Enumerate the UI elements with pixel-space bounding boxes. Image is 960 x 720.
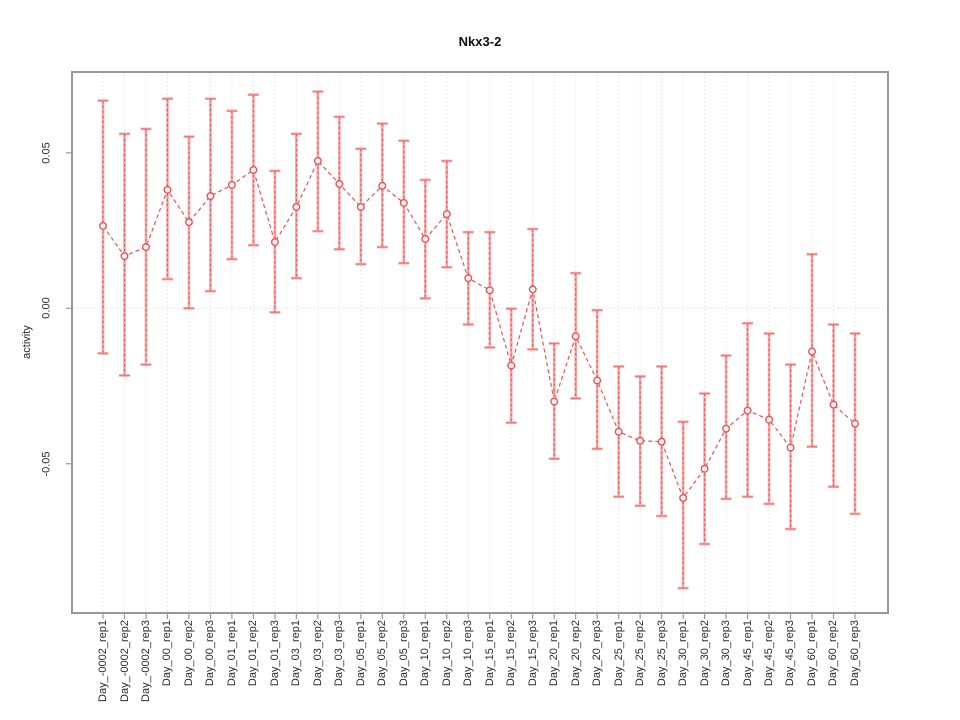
- x-tick-label: Day_01_rep1: [225, 620, 238, 687]
- x-tick-label: Day_30_rep1: [677, 620, 690, 687]
- x-tick-label: Day_45_rep1: [741, 620, 754, 687]
- data-point-marker: [593, 376, 602, 385]
- x-tick-label: Day_25_rep1: [612, 620, 625, 687]
- x-tick-label: Day_20_rep2: [569, 620, 582, 687]
- data-point-marker: [249, 165, 258, 174]
- x-tick-label: Day_45_rep3: [784, 620, 797, 687]
- x-tick-label: Day_05_rep1: [354, 620, 367, 687]
- y-axis-label: activity: [21, 325, 33, 359]
- data-point-marker: [313, 156, 322, 165]
- data-point-marker: [399, 198, 408, 207]
- data-point-marker: [743, 406, 752, 415]
- data-point-marker: [851, 419, 860, 428]
- y-tick-label: 0.05: [40, 142, 53, 164]
- x-tick-label: Day_05_rep3: [397, 620, 410, 687]
- data-point-marker: [528, 285, 537, 294]
- x-tick-label: Day_30_rep3: [720, 620, 733, 687]
- chart-title: Nkx3-2: [458, 34, 502, 49]
- data-point-marker: [571, 332, 580, 341]
- x-tick-label: Day_25_rep3: [655, 620, 668, 687]
- data-point-marker: [421, 234, 430, 243]
- data-point-marker: [442, 210, 451, 219]
- data-point-marker: [657, 437, 666, 446]
- data-point-marker: [829, 400, 838, 409]
- data-point-marker: [378, 181, 387, 190]
- x-tick-label: Day_01_rep2: [247, 620, 260, 687]
- data-point-marker: [163, 185, 172, 194]
- data-point-marker: [464, 274, 473, 283]
- x-tick-label: Day_00_rep1: [161, 620, 174, 687]
- x-tick-label: Day_15_rep3: [526, 620, 539, 687]
- data-point-marker: [356, 202, 365, 211]
- data-point-marker: [765, 415, 774, 424]
- x-tick-label: Day_05_rep2: [376, 620, 389, 687]
- x-tick-label: Day_60_rep2: [827, 620, 840, 687]
- data-point-marker: [722, 424, 731, 433]
- x-tick-label: Day_00_rep2: [182, 620, 195, 687]
- x-tick-label: Day_03_rep3: [333, 620, 346, 687]
- x-tick-label: Day_60_rep1: [806, 620, 819, 687]
- x-tick-label: Day_45_rep2: [763, 620, 776, 687]
- data-point-marker: [206, 192, 215, 201]
- y-tick-label: 0.00: [40, 297, 53, 320]
- series-line: [102, 159, 856, 500]
- data-point-marker: [614, 427, 623, 436]
- x-tick-label: Day_-0002_rep1: [97, 620, 109, 702]
- data-point-marker: [786, 443, 795, 452]
- data-point-marker: [335, 179, 344, 188]
- x-tick-label: Day_25_rep2: [634, 620, 647, 687]
- data-point-marker: [808, 347, 817, 356]
- data-point-marker: [227, 180, 236, 189]
- y-tick-label: -0.05: [40, 451, 53, 477]
- x-tick-label: Day_20_rep3: [591, 620, 604, 687]
- x-tick-label: Day_10_rep2: [440, 620, 453, 687]
- x-tick-label: Day_15_rep1: [483, 620, 496, 687]
- x-tick-label: Day_20_rep1: [548, 620, 561, 687]
- data-point-marker: [99, 221, 108, 230]
- data-point-marker: [141, 243, 150, 252]
- x-tick-label: Day_10_rep3: [462, 620, 475, 687]
- data-point-marker: [120, 252, 129, 261]
- x-tick-label: Day_01_rep3: [268, 620, 281, 687]
- plot-area: [66, 71, 889, 619]
- data-point-marker: [636, 436, 645, 445]
- data-point-marker: [184, 218, 193, 227]
- x-tick-label: Day_30_rep2: [698, 620, 711, 687]
- x-tick-label: Day_00_rep3: [204, 620, 217, 687]
- data-point-marker: [679, 493, 688, 502]
- x-tick-label: Day_60_rep3: [849, 620, 861, 687]
- x-tick-label: Day_03_rep2: [311, 620, 324, 687]
- data-point-marker: [270, 238, 279, 247]
- plot-border: [71, 71, 889, 614]
- x-tick-label: Day_10_rep1: [419, 620, 432, 687]
- x-tick-label: Day_15_rep2: [505, 620, 518, 687]
- x-tick-label: Day_-0002_rep2: [118, 620, 131, 702]
- data-point-marker: [485, 286, 494, 295]
- x-tick-label: Day_-0002_rep3: [139, 620, 152, 702]
- data-point-marker: [507, 361, 516, 370]
- data-point-marker: [550, 397, 559, 406]
- data-point-marker: [292, 202, 301, 211]
- x-tick-label: Day_03_rep1: [290, 620, 303, 687]
- data-point-marker: [700, 464, 709, 473]
